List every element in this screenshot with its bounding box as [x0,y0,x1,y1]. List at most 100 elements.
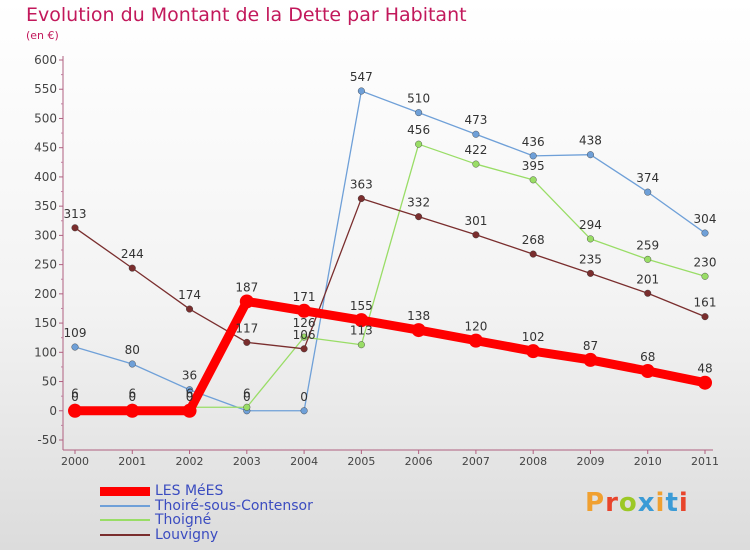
data-label: 473 [464,113,487,127]
y-tick-label: 350 [34,199,57,213]
data-point [701,272,709,280]
x-tick-label: 2004 [290,455,318,468]
logo-letter: o [618,488,638,518]
data-label: 547 [350,70,373,84]
x-tick-label: 2005 [347,455,375,468]
series-points [68,87,712,418]
data-label: 36 [182,369,197,383]
legend-swatch [100,533,150,536]
legend-label: Thoiré-sous-Contensor [155,497,313,514]
data-label: 109 [64,326,87,340]
legend-label: LES MéES [155,483,224,499]
data-point [644,289,652,297]
proxiti-logo: Proxiti [585,488,689,518]
data-point [701,313,709,321]
data-label: 268 [522,233,545,247]
data-point [472,130,480,138]
chart-axes [59,56,713,454]
data-label: 48 [697,362,712,376]
data-label: 6 [71,386,79,400]
data-point [243,403,251,411]
data-point [586,151,594,159]
legend-label: Louvigny [155,526,219,543]
y-tick-label: -50 [37,433,57,447]
data-point [415,140,423,148]
logo-letter: x [637,488,656,518]
x-tick-label: 2001 [118,455,146,468]
data-label: 0 [186,390,194,404]
data-label: 363 [350,178,373,192]
data-point [644,255,652,263]
chart-title: Evolution du Montant de la Dette par Hab… [26,4,467,26]
data-point [415,109,423,117]
data-label: 102 [522,330,545,344]
data-label: 510 [407,92,430,106]
data-point [472,231,480,239]
x-tick-label: 2003 [233,455,261,468]
data-label: 113 [350,324,373,338]
data-point [128,360,136,368]
data-label: 456 [407,123,430,137]
data-point [529,152,537,160]
data-label: 187 [235,280,258,294]
data-label: 171 [293,290,316,304]
data-label: 436 [522,135,545,149]
data-point [529,250,537,258]
series-line-3 [74,197,706,350]
data-label: 106 [293,328,316,342]
data-point [529,176,537,184]
data-label: 6 [128,386,136,400]
data-point [71,343,79,351]
y-tick-label: 50 [42,375,57,389]
y-tick-label: 150 [34,316,57,330]
data-point [415,213,423,221]
logo-letter: t [665,488,679,518]
data-point [586,235,594,243]
data-point [357,87,365,95]
data-point [186,305,194,313]
logo-letter: r [605,488,619,518]
data-label: 120 [464,320,487,334]
data-label: 161 [694,296,717,310]
x-tick-label: 2011 [691,455,719,468]
y-tick-label: 0 [49,404,57,418]
data-point [526,344,541,359]
data-point [701,229,709,237]
logo-letter: i [655,488,666,518]
x-tick-label: 2006 [405,455,433,468]
data-label: 80 [125,343,140,357]
x-tick-label: 2000 [61,455,89,468]
data-label: 0 [128,390,136,404]
data-point [300,333,308,341]
y-tick-label: 100 [34,345,57,359]
data-label: 244 [121,247,144,261]
data-point [125,403,140,418]
data-point [472,160,480,168]
data-point [698,375,712,390]
data-point [300,407,308,415]
data-point [297,303,312,318]
data-point [468,333,483,348]
y-tick-label: 400 [34,170,57,184]
data-point [243,338,251,346]
data-label: 235 [579,252,602,266]
data-point [357,341,365,349]
data-label: 313 [64,207,87,221]
y-tick-label: 200 [34,287,57,301]
chart-subtitle: (en €) [26,29,59,42]
data-point [640,364,655,379]
data-label: 438 [579,134,602,148]
y-tick-label: 550 [34,82,57,96]
y-tick-label: 600 [34,53,57,67]
logo-letter: i [678,488,689,518]
x-tick-label: 2002 [176,455,204,468]
data-label: 126 [293,316,316,330]
legend-swatch [100,504,150,507]
data-label: 6 [186,386,194,400]
data-point [186,386,194,394]
data-point [354,313,369,328]
series-line-0 [70,296,710,416]
data-point [239,294,254,309]
data-point [583,352,598,367]
